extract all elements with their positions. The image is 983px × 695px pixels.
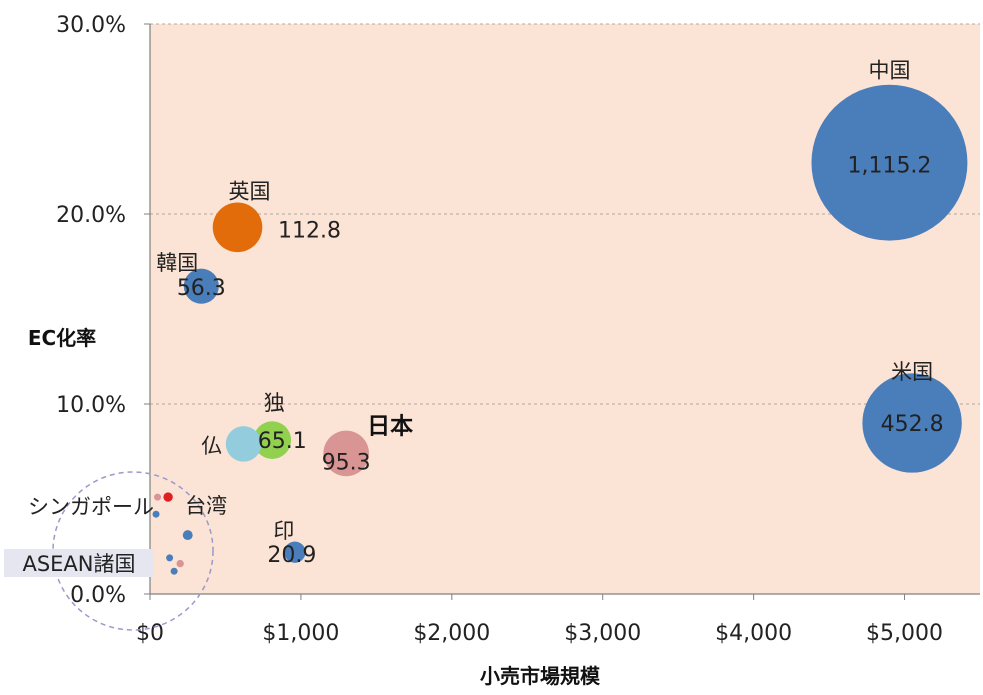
asean-group-outline <box>52 471 214 631</box>
x-tick-labels: $0 $1,000 $2,000 $3,000 $4,000 $5,000 <box>136 621 943 646</box>
axes <box>149 24 980 600</box>
x-tick-label: $1,000 <box>262 621 339 646</box>
bubble-value-label: 112.8 <box>278 218 341 243</box>
bubble-name: 米国 <box>891 360 933 384</box>
y-tick-label: 30.0% <box>56 13 126 38</box>
asean-label-background <box>4 549 154 577</box>
y-tick-label: 20.0% <box>56 203 126 228</box>
bubble-name: 中国 <box>868 59 910 83</box>
bubble-印 <box>284 541 306 563</box>
bubble-name: 英国 <box>229 179 271 203</box>
bubble-name: 独 <box>264 391 285 415</box>
bubble-仏 <box>225 426 262 462</box>
bubble-point-14 <box>170 567 178 575</box>
bubble-value-label: 20.9 <box>267 543 316 568</box>
bubble-point-12 <box>166 554 174 562</box>
bubble-point-10 <box>154 493 162 501</box>
x-tick-label: $3,000 <box>564 621 641 646</box>
x-axis-title: 小売市場規模 <box>480 664 601 688</box>
bubble-シンガポール <box>152 510 160 518</box>
bubble-value-label: 65.1 <box>258 429 307 454</box>
bubble-point-11 <box>182 530 193 541</box>
bubble-point-13 <box>176 559 184 568</box>
asean-label-text: ASEAN諸国 <box>22 552 135 576</box>
bubble-value-label: 452.8 <box>881 412 944 437</box>
bubble-中国 <box>811 84 968 241</box>
x-tick-label: $0 <box>136 621 164 646</box>
y-tick-labels: 0.0% 10.0% 20.0% 30.0% <box>56 13 126 608</box>
bubble-日本 <box>323 430 369 477</box>
x-tick-label: $4,000 <box>715 621 792 646</box>
bubble-value-label: 1,115.2 <box>847 154 931 179</box>
bubble-value-label: 95.3 <box>322 450 371 475</box>
y-axis-title: EC化率 <box>28 326 96 350</box>
bubble-米国 <box>862 373 962 473</box>
bubble-台湾 <box>163 492 173 502</box>
y-tick-label: 10.0% <box>56 393 126 418</box>
bubbles <box>152 84 968 575</box>
x-tick-label: $5,000 <box>866 621 943 646</box>
bubble-name: 台湾 <box>185 494 227 518</box>
x-tick-label: $2,000 <box>413 621 490 646</box>
bubble-name: シンガポール <box>28 495 154 519</box>
bubble-name: 日本 <box>367 413 413 439</box>
bubble-韓国 <box>183 268 219 304</box>
bubble-value-label: 56.3 <box>177 276 226 301</box>
bubble-英国 <box>212 202 263 253</box>
bubble-独 <box>253 421 292 459</box>
asean-group-label: ASEAN諸国 <box>4 549 154 577</box>
bubble-name: 仏 <box>201 434 222 458</box>
y-tick-label: 0.0% <box>70 583 126 608</box>
bubble-name: 韓国 <box>156 251 198 275</box>
bubble-name: 印 <box>273 519 294 543</box>
